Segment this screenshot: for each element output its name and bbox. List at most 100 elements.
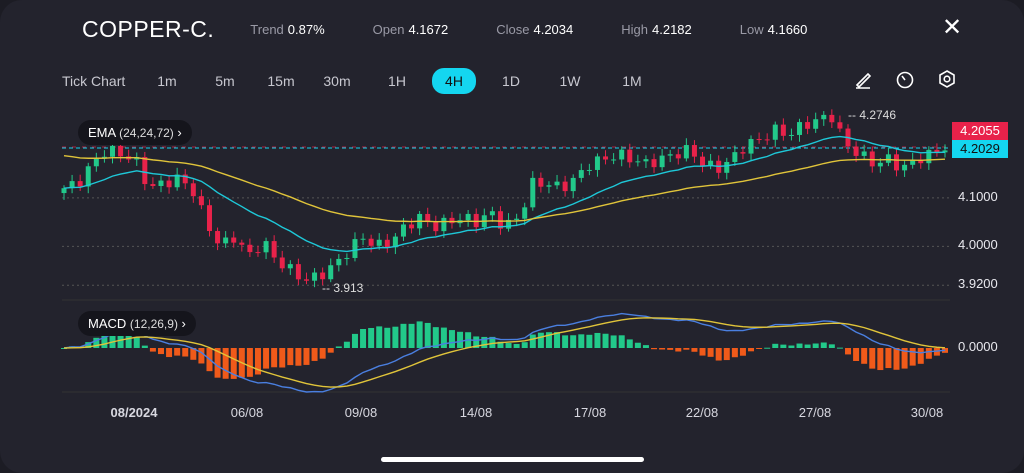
candle — [877, 162, 883, 167]
tab-1h[interactable]: 1H — [388, 73, 406, 89]
chart-tools — [852, 68, 958, 90]
macd-histogram-bar — [610, 335, 617, 348]
tab-30m[interactable]: 30m — [323, 73, 351, 89]
candle — [166, 180, 172, 188]
macd-histogram-bar — [545, 332, 552, 348]
close-icon[interactable]: ✕ — [941, 14, 963, 41]
candle — [813, 119, 819, 129]
symbol-title: COPPER-C. — [82, 15, 215, 42]
macd-histogram-bar — [343, 341, 350, 348]
candle — [433, 222, 439, 232]
tab-4h[interactable]: 4H — [432, 68, 476, 94]
macd-histogram-bar — [101, 335, 108, 348]
high-stat: High 4.2182 — [621, 21, 692, 37]
candle — [902, 164, 908, 171]
macd-histogram-bar — [416, 321, 423, 348]
candle — [344, 257, 350, 259]
candle — [586, 169, 592, 171]
candle — [150, 184, 156, 186]
candle — [473, 213, 479, 228]
macd-histogram-bar — [699, 348, 706, 356]
macd-histogram-bar — [85, 342, 92, 348]
macd-histogram-bar — [893, 348, 900, 370]
candle — [724, 161, 730, 173]
macd-histogram-bar — [440, 327, 447, 348]
timer-icon[interactable] — [894, 68, 916, 90]
macd-histogram-bar — [796, 343, 803, 348]
ema-fast-line — [63, 135, 946, 253]
candle — [223, 237, 229, 244]
macd-histogram-bar — [845, 348, 852, 355]
candle — [360, 238, 366, 240]
macd-histogram-bar — [109, 331, 116, 348]
candle — [198, 196, 204, 206]
tab-1m[interactable]: 1m — [157, 73, 177, 89]
min-price-label: -- 3.913 — [322, 281, 364, 295]
candle — [894, 154, 900, 171]
tab-5m[interactable]: 5m — [215, 73, 235, 89]
macd-histogram-bar — [157, 348, 164, 355]
macd-histogram-bar — [675, 348, 682, 352]
macd-histogram-bar — [448, 330, 455, 348]
macd-histogram-bar — [400, 323, 407, 348]
macd-zero-label: 0.0000 — [958, 339, 998, 354]
tab-tick-chart[interactable]: Tick Chart — [62, 73, 126, 89]
candle — [514, 218, 520, 220]
draw-pencil-icon[interactable] — [852, 68, 874, 90]
candle — [61, 188, 67, 194]
tab-15m[interactable]: 15m — [267, 73, 295, 89]
candle — [142, 156, 148, 185]
ema-indicator-button[interactable]: EMA (24,24,72) › — [78, 120, 192, 145]
candle — [69, 181, 75, 189]
candle — [861, 151, 867, 156]
candle — [546, 185, 552, 187]
macd-histogram-bar — [537, 332, 544, 348]
candle — [174, 174, 180, 188]
candle — [732, 152, 738, 162]
candle — [263, 241, 269, 253]
tab-1d[interactable]: 1D — [502, 73, 520, 89]
x-label: 06/08 — [230, 405, 264, 420]
candle — [392, 236, 398, 248]
candle — [853, 146, 859, 156]
candle — [740, 152, 746, 154]
settings-gear-icon[interactable] — [936, 68, 958, 90]
macd-histogram-bar — [230, 348, 237, 379]
macd-histogram-bar — [457, 331, 464, 348]
candle — [247, 244, 253, 253]
macd-histogram-bar — [618, 335, 625, 348]
macd-histogram-bar — [683, 348, 690, 350]
macd-histogram-bar — [739, 348, 746, 356]
macd-histogram-bar — [246, 348, 253, 377]
tab-1m-month[interactable]: 1M — [622, 73, 642, 89]
tab-1w[interactable]: 1W — [559, 73, 581, 89]
macd-histogram-bar — [295, 348, 302, 366]
macd-histogram-bar — [198, 348, 205, 364]
candle — [522, 207, 528, 219]
macd-histogram-bar — [780, 344, 787, 348]
macd-histogram-bar — [513, 343, 520, 348]
macd-indicator-button[interactable]: MACD (12,26,9) › — [78, 311, 196, 336]
macd-histogram-bar — [166, 348, 173, 358]
candle — [627, 149, 633, 163]
macd-histogram-bar — [311, 348, 318, 361]
candle — [409, 224, 415, 229]
candle — [603, 156, 609, 160]
macd-histogram-bar — [853, 348, 860, 362]
candle — [530, 177, 536, 208]
macd-histogram-bar — [263, 348, 270, 369]
macd-histogram-bar — [602, 333, 609, 348]
candle — [554, 181, 560, 186]
macd-histogram-bar — [715, 348, 722, 361]
candle — [764, 139, 770, 141]
macd-histogram-bar — [319, 348, 326, 359]
candle — [635, 161, 641, 163]
close-stat: Close 4.2034 — [496, 21, 574, 37]
macd-histogram-bar — [828, 344, 835, 348]
candle — [659, 155, 665, 168]
macd-histogram-bar — [917, 348, 924, 364]
macd-histogram-bar — [756, 348, 763, 349]
candle — [942, 150, 948, 153]
macd-histogram-bar — [529, 334, 536, 348]
